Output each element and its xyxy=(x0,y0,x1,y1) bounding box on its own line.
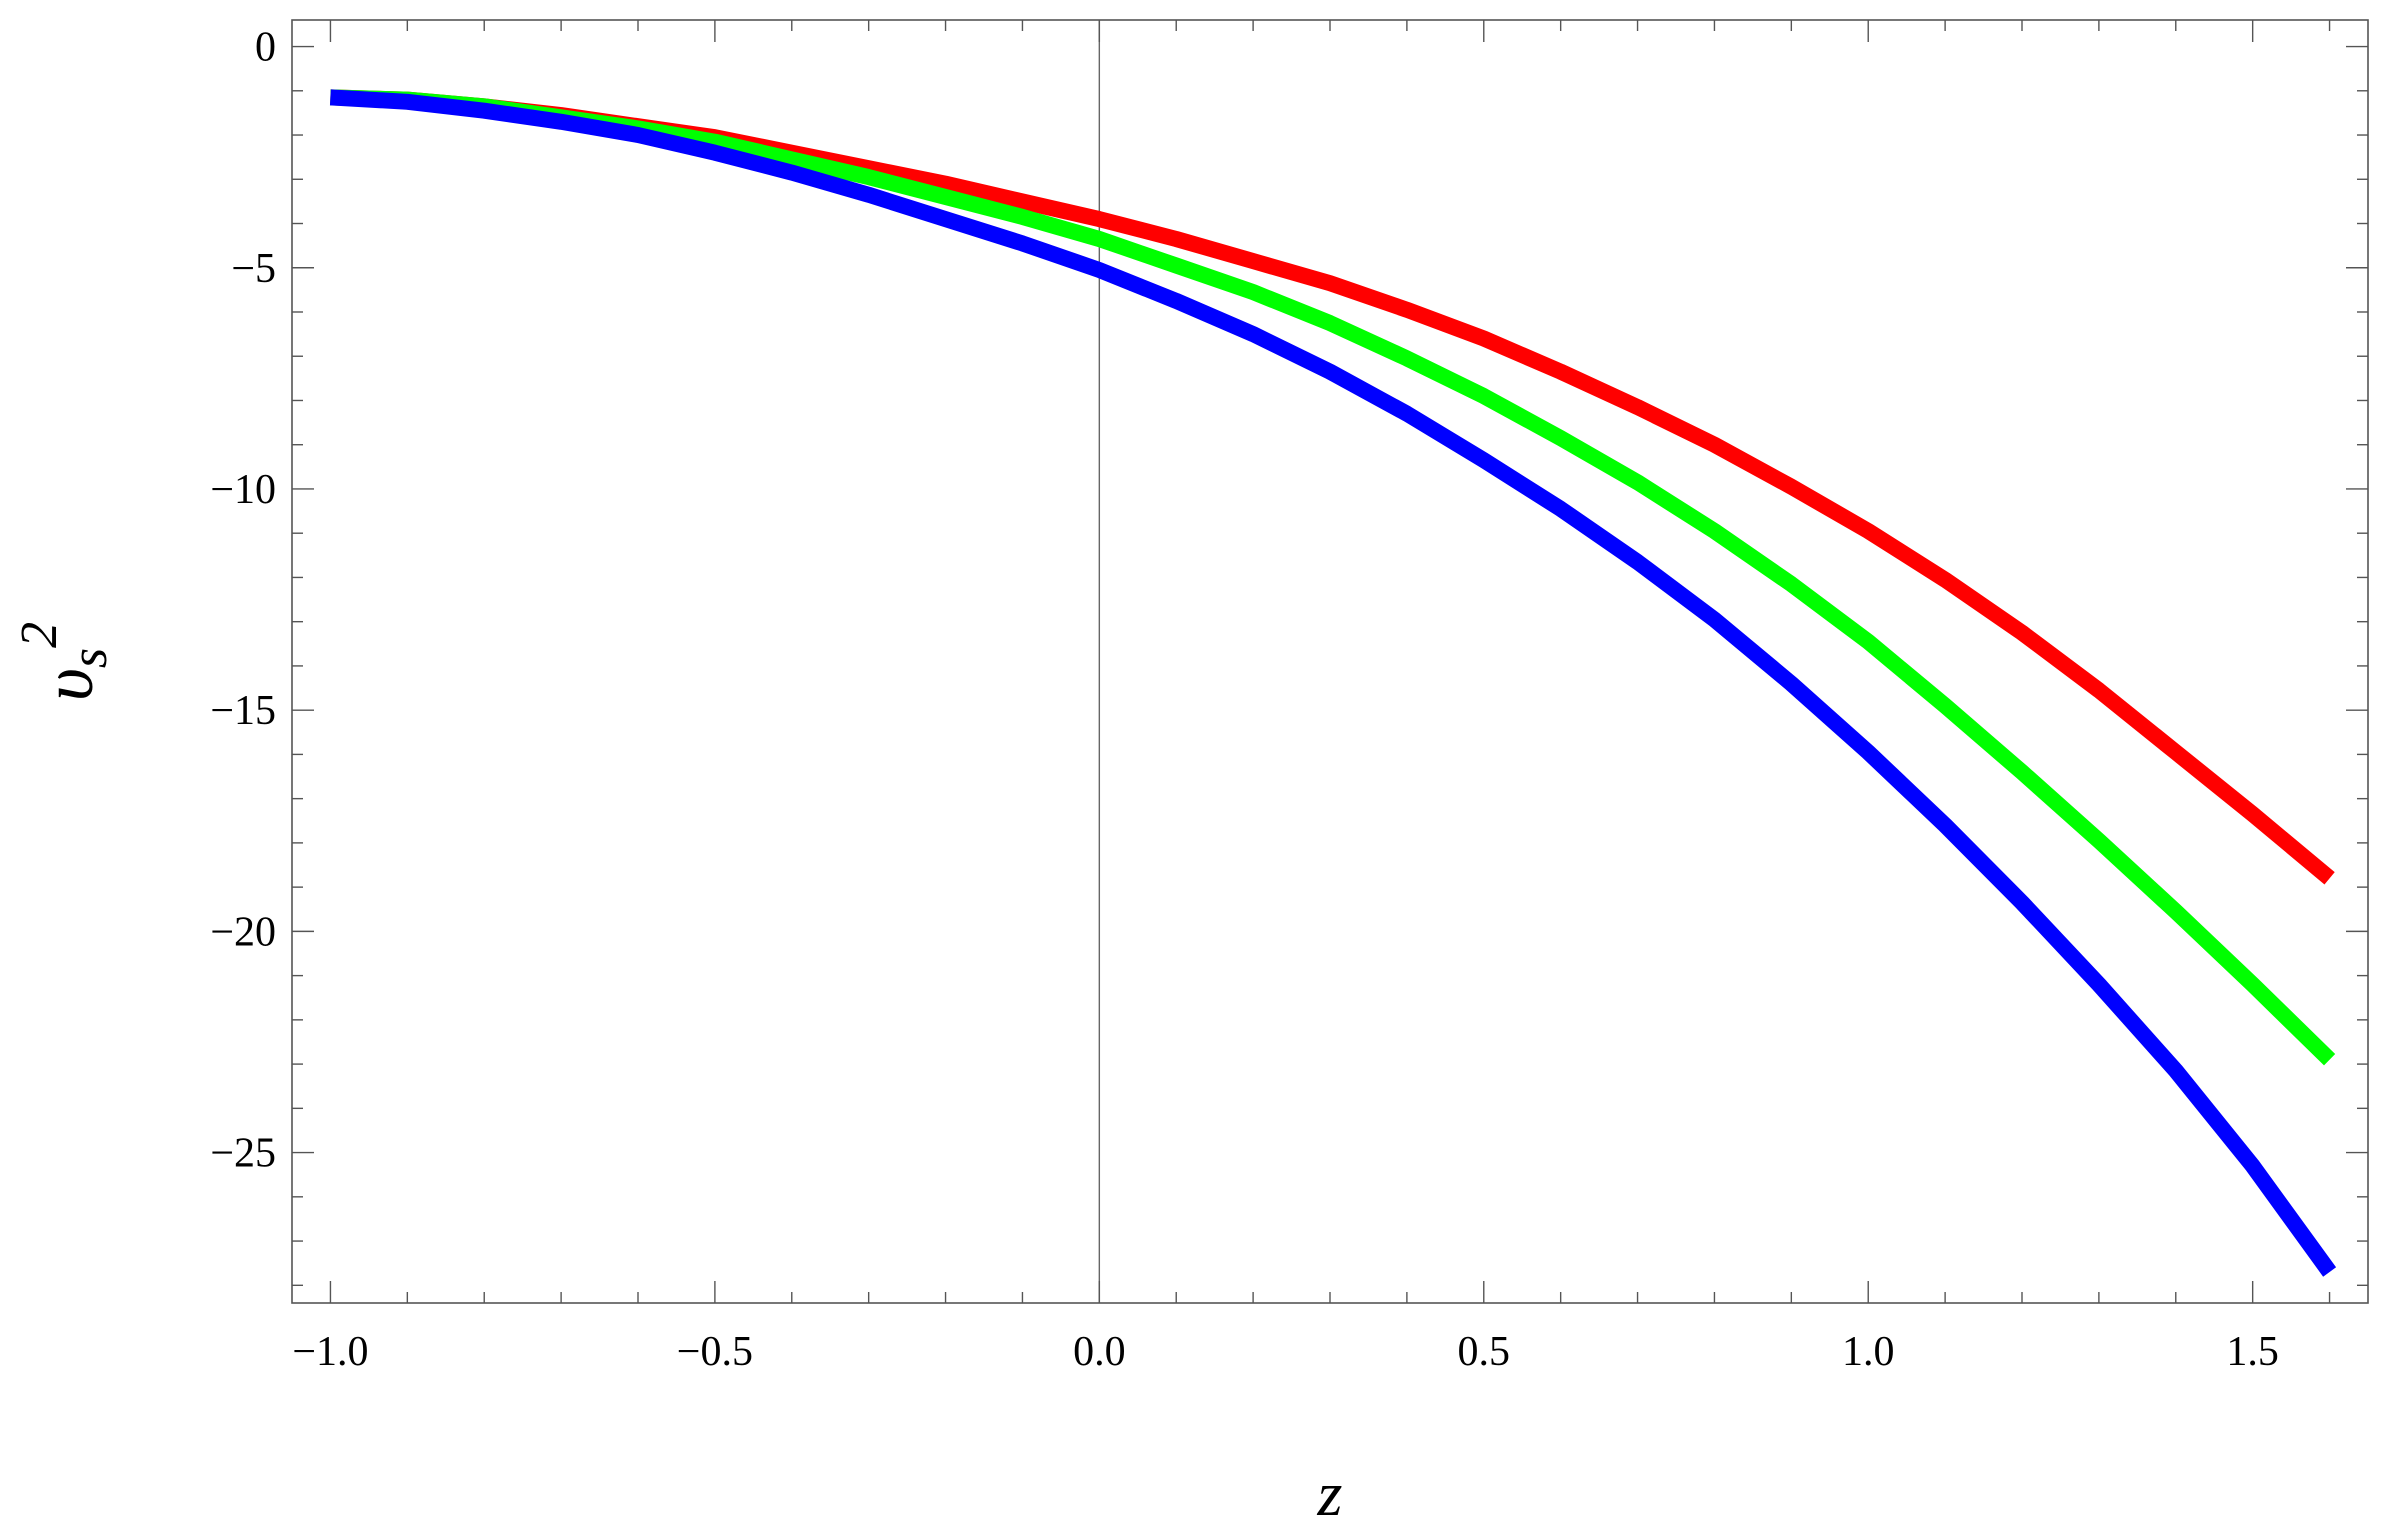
y-tick-label: −25 xyxy=(210,1131,276,1177)
y-tick-label: −10 xyxy=(210,467,276,513)
x-tick-label: 1.5 xyxy=(2226,1329,2279,1375)
y-tick-label: −5 xyxy=(231,246,276,292)
y-tick-label: −15 xyxy=(210,688,276,734)
x-tick-label: 0.5 xyxy=(1458,1329,1511,1375)
y-axis-title-superscript: 2 xyxy=(11,622,68,648)
series-line-1 xyxy=(330,89,2335,885)
x-tick-label: −0.5 xyxy=(677,1329,753,1375)
series-line-3 xyxy=(329,89,2337,1277)
x-tick-label: 1.0 xyxy=(1842,1329,1895,1375)
y-axis-title-subscript: s xyxy=(61,648,118,668)
x-tick-label: −1.0 xyxy=(292,1329,368,1375)
y-tick-label: 0 xyxy=(255,25,276,71)
x-tick-label: 0.0 xyxy=(1073,1329,1126,1375)
x-axis-title: z xyxy=(1317,1458,1343,1529)
y-tick-label: −20 xyxy=(210,909,276,955)
y-axis-title-base: υ xyxy=(28,668,108,701)
y-axis-title: υs2 xyxy=(11,622,118,701)
